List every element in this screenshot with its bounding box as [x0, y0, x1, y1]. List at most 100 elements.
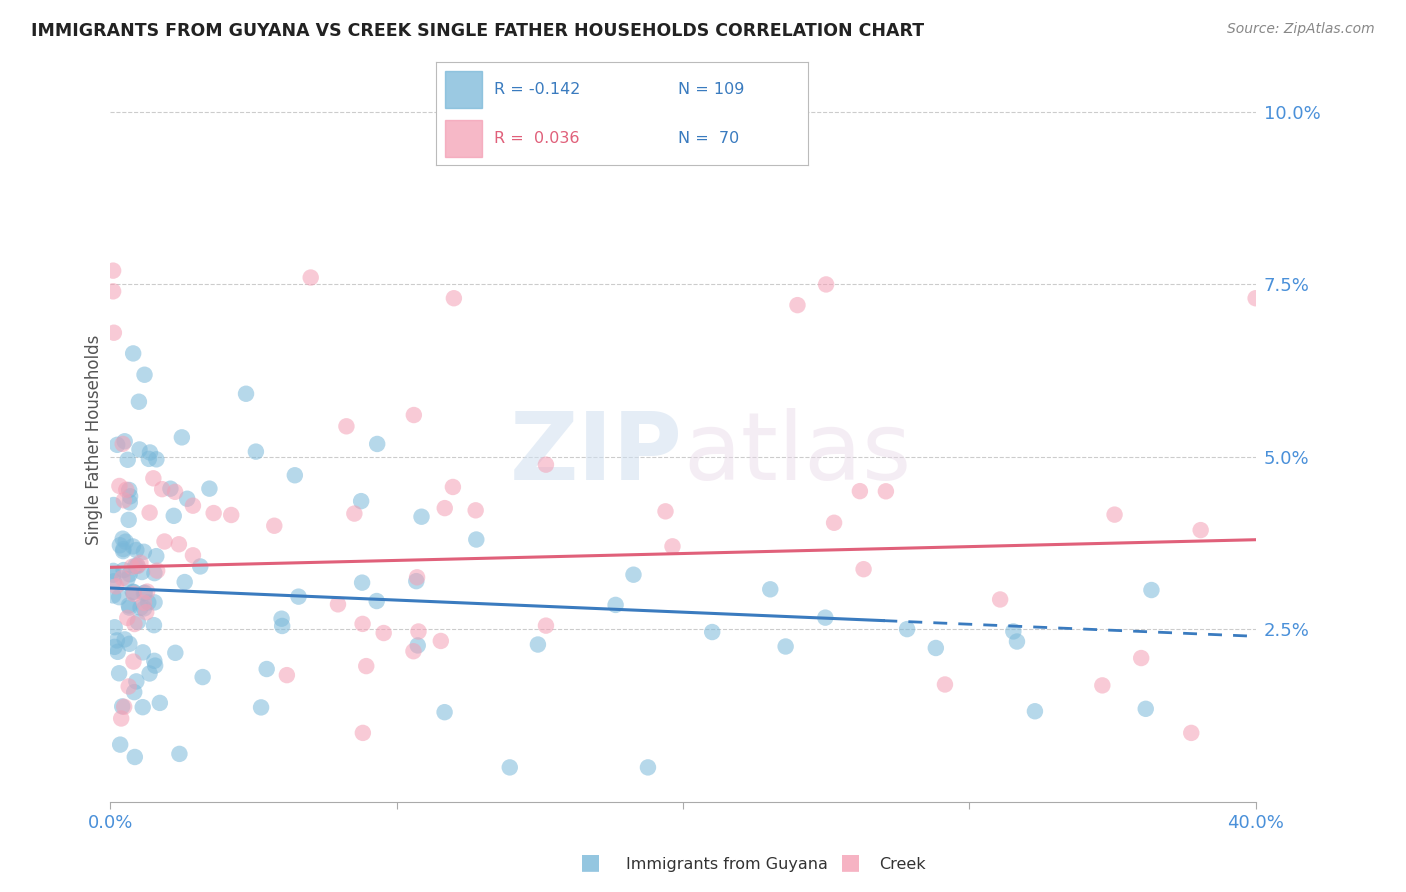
Point	[181, 549, 204, 563]
Point	[366, 594, 388, 608]
Point	[117, 611, 139, 625]
Point	[103, 326, 125, 340]
Point	[142, 471, 165, 485]
Point	[127, 615, 149, 629]
Point	[408, 624, 430, 639]
Point	[122, 587, 145, 601]
Point	[125, 543, 148, 558]
Point	[350, 494, 373, 508]
Point	[167, 537, 190, 551]
Point	[103, 564, 125, 578]
Point	[136, 595, 159, 609]
Point	[654, 504, 676, 518]
Point	[299, 270, 322, 285]
Point	[122, 655, 145, 669]
Point	[142, 618, 165, 632]
Point	[134, 585, 156, 599]
Point	[122, 540, 145, 554]
Text: Immigrants from Guyana: Immigrants from Guyana	[626, 857, 828, 872]
Point	[814, 610, 837, 624]
Point	[875, 484, 897, 499]
Point	[124, 617, 146, 632]
Point	[637, 760, 659, 774]
Text: atlas: atlas	[683, 409, 911, 500]
Point	[245, 444, 267, 458]
Point	[373, 626, 395, 640]
Point	[103, 498, 125, 512]
Point	[335, 419, 357, 434]
Point	[623, 567, 645, 582]
Point	[118, 567, 141, 582]
Point	[128, 394, 150, 409]
Point	[1140, 582, 1163, 597]
Point	[118, 680, 141, 694]
Point	[132, 596, 155, 610]
Point	[191, 670, 214, 684]
Point	[925, 640, 948, 655]
Point	[114, 632, 136, 647]
Point	[112, 699, 135, 714]
Text: ■: ■	[841, 853, 860, 872]
Point	[430, 634, 453, 648]
Point	[775, 640, 797, 654]
Point	[124, 558, 146, 573]
Point	[101, 567, 124, 582]
Point	[104, 620, 127, 634]
Point	[134, 368, 156, 382]
Point	[118, 600, 141, 615]
Point	[188, 559, 211, 574]
Point	[1130, 651, 1153, 665]
Point	[896, 622, 918, 636]
Point	[112, 563, 135, 577]
Point	[326, 598, 349, 612]
Point	[122, 585, 145, 599]
Text: N = 109: N = 109	[678, 81, 744, 96]
Point	[107, 645, 129, 659]
Point	[406, 570, 429, 584]
Point	[352, 575, 374, 590]
Point	[181, 499, 204, 513]
Point	[143, 595, 166, 609]
Point	[112, 544, 135, 558]
Point	[143, 566, 166, 581]
Point	[534, 458, 557, 472]
Point	[1189, 523, 1212, 537]
Point	[134, 601, 156, 615]
Point	[132, 645, 155, 659]
Point	[138, 666, 160, 681]
Point	[170, 430, 193, 444]
Point	[433, 705, 456, 719]
Point	[499, 760, 522, 774]
Text: R =  0.036: R = 0.036	[494, 131, 579, 146]
Point	[124, 750, 146, 764]
Bar	[446, 70, 482, 108]
Point	[145, 549, 167, 564]
Point	[165, 646, 187, 660]
Text: ■: ■	[581, 853, 600, 872]
Point	[411, 509, 433, 524]
Point	[105, 633, 128, 648]
Point	[169, 747, 191, 761]
Point	[120, 489, 142, 503]
Point	[108, 590, 131, 604]
Point	[759, 582, 782, 597]
Point	[202, 506, 225, 520]
Point	[111, 532, 134, 546]
Point	[131, 565, 153, 579]
Point	[118, 483, 141, 497]
Point	[988, 592, 1011, 607]
Point	[1244, 291, 1267, 305]
Point	[198, 482, 221, 496]
Point	[103, 574, 125, 589]
Point	[605, 598, 627, 612]
Point	[934, 677, 956, 691]
Point	[117, 452, 139, 467]
Text: Source: ZipAtlas.com: Source: ZipAtlas.com	[1227, 22, 1375, 37]
Point	[256, 662, 278, 676]
Point	[138, 506, 160, 520]
Point	[1091, 678, 1114, 692]
Point	[464, 503, 486, 517]
Point	[143, 658, 166, 673]
Point	[176, 491, 198, 506]
Point	[105, 438, 128, 452]
